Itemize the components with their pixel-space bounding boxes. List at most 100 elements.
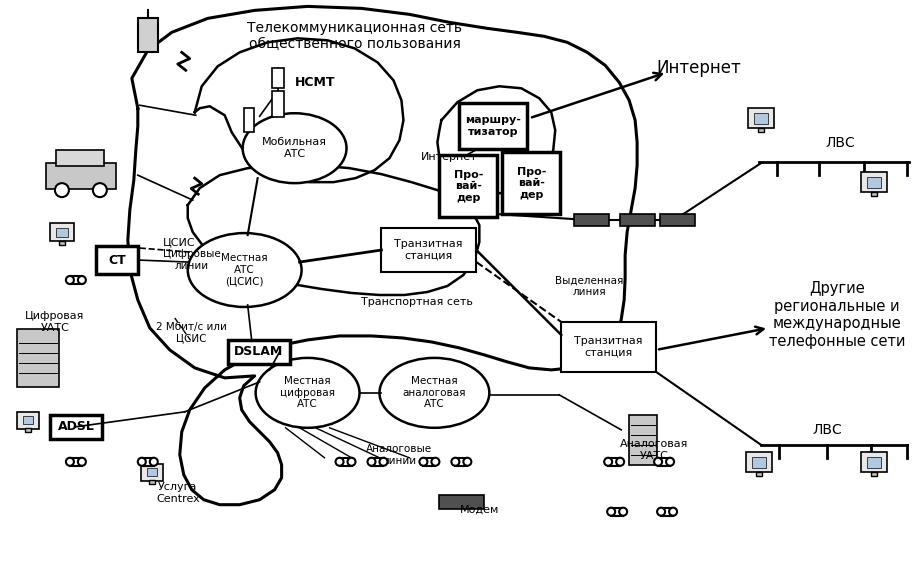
Bar xyxy=(339,458,351,466)
Circle shape xyxy=(608,508,615,516)
Text: Другие
региональные и
международные
телефонные сети: Другие региональные и международные теле… xyxy=(769,281,905,348)
Text: Телекоммуникационная сеть
общественного пользования: Телекоммуникационная сеть общественного … xyxy=(247,21,462,51)
Text: НСМТ: НСМТ xyxy=(295,76,336,89)
Bar xyxy=(440,155,497,217)
Circle shape xyxy=(77,458,86,466)
Bar xyxy=(629,415,657,465)
Circle shape xyxy=(464,458,471,466)
Bar xyxy=(50,223,74,241)
Circle shape xyxy=(368,458,375,466)
Text: Модем: Модем xyxy=(460,505,499,515)
Text: Транзитная
станция: Транзитная станция xyxy=(573,336,643,358)
Bar xyxy=(867,457,881,468)
Circle shape xyxy=(654,458,662,466)
Bar xyxy=(870,472,877,476)
Bar xyxy=(611,508,623,516)
Text: ЛВС: ЛВС xyxy=(826,136,856,150)
Bar xyxy=(17,329,59,387)
Bar xyxy=(70,458,82,466)
Text: Местная
цифровая
АТС: Местная цифровая АТС xyxy=(280,376,335,410)
Text: Про-
вай-
дер: Про- вай- дер xyxy=(454,169,483,202)
Text: маршру-
тизатор: маршру- тизатор xyxy=(466,116,521,137)
Bar xyxy=(758,128,764,132)
Circle shape xyxy=(616,458,624,466)
Bar xyxy=(17,412,39,429)
Bar xyxy=(23,416,33,424)
Circle shape xyxy=(657,508,665,516)
Circle shape xyxy=(452,458,459,466)
Bar xyxy=(661,508,673,516)
Bar xyxy=(272,68,284,88)
Circle shape xyxy=(380,458,387,466)
Text: Транзитная
станция: Транзитная станция xyxy=(395,239,463,261)
Text: Цифровые
линии: Цифровые линии xyxy=(163,249,220,271)
Bar xyxy=(861,172,887,192)
Bar xyxy=(502,152,561,214)
Bar xyxy=(50,415,101,439)
Bar xyxy=(621,214,656,226)
Text: Местная
АТС
(ЦСИС): Местная АТС (ЦСИС) xyxy=(221,253,268,287)
Bar xyxy=(861,452,887,472)
Text: Выделенная
линия: Выделенная линия xyxy=(555,275,623,297)
Bar xyxy=(56,228,68,237)
Bar xyxy=(609,458,621,466)
Text: Услуга
Centrex: Услуга Centrex xyxy=(156,482,200,503)
Circle shape xyxy=(65,276,74,284)
Circle shape xyxy=(137,458,146,466)
Bar xyxy=(46,163,116,189)
Text: ЛВС: ЛВС xyxy=(812,423,842,437)
Text: 2 Мбит/с или
ЦСИС: 2 Мбит/с или ЦСИС xyxy=(157,322,227,344)
Bar xyxy=(141,464,163,480)
Text: Про-
вай-
дер: Про- вай- дер xyxy=(516,166,546,200)
Bar xyxy=(382,228,477,272)
Bar xyxy=(459,104,527,149)
Bar xyxy=(372,458,384,466)
Bar xyxy=(748,108,774,128)
Bar xyxy=(455,458,467,466)
Text: Интернет: Интернет xyxy=(421,152,478,162)
Bar xyxy=(272,92,284,117)
Bar xyxy=(870,192,877,196)
Bar xyxy=(561,322,656,372)
Bar xyxy=(756,472,762,476)
Circle shape xyxy=(669,508,677,516)
Ellipse shape xyxy=(242,113,347,183)
Bar xyxy=(25,428,31,432)
Bar xyxy=(423,458,435,466)
Text: ADSL: ADSL xyxy=(57,420,94,434)
Circle shape xyxy=(55,183,69,197)
Circle shape xyxy=(348,458,356,466)
Bar xyxy=(658,458,670,466)
Bar xyxy=(867,177,881,188)
Circle shape xyxy=(420,458,428,466)
Text: DSLAM: DSLAM xyxy=(234,345,283,359)
Ellipse shape xyxy=(188,233,301,307)
Bar xyxy=(746,452,772,472)
Bar xyxy=(228,340,290,364)
Bar xyxy=(137,18,158,52)
Bar xyxy=(70,276,82,284)
Circle shape xyxy=(93,183,107,197)
Text: СТ: СТ xyxy=(108,253,125,267)
Bar xyxy=(142,458,154,466)
Bar xyxy=(59,241,65,245)
Circle shape xyxy=(77,276,86,284)
Text: Аналоговые
линии: Аналоговые линии xyxy=(366,444,432,466)
Ellipse shape xyxy=(255,358,360,428)
Bar xyxy=(754,113,768,124)
Ellipse shape xyxy=(380,358,490,428)
Circle shape xyxy=(65,458,74,466)
Circle shape xyxy=(604,458,612,466)
Text: Транспортная сеть: Транспортная сеть xyxy=(361,297,473,307)
Bar xyxy=(574,214,609,226)
Circle shape xyxy=(666,458,674,466)
Circle shape xyxy=(149,458,158,466)
Bar xyxy=(752,457,766,468)
Text: Интернет: Интернет xyxy=(656,59,741,77)
Text: Аналоговая
УАТС: Аналоговая УАТС xyxy=(620,439,689,460)
Circle shape xyxy=(431,458,440,466)
Bar xyxy=(660,214,695,226)
Bar xyxy=(56,150,104,166)
Bar xyxy=(147,468,157,476)
Circle shape xyxy=(336,458,344,466)
